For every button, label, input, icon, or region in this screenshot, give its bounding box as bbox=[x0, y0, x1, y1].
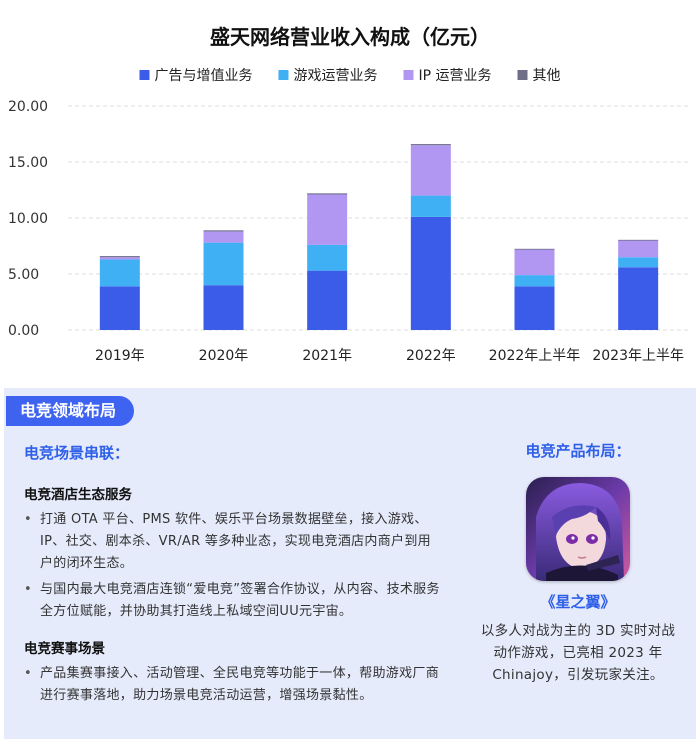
bar-segment bbox=[99, 259, 140, 287]
y-tick-label: 10.00 bbox=[8, 211, 48, 227]
revenue-chart: 盛天网络营业收入构成（亿元） 广告与增值业务 游戏运营业务 IP 运营业务 其他 0.… bbox=[8, 25, 690, 364]
x-tick-label: 2020年 bbox=[199, 348, 249, 364]
bar-segment bbox=[514, 286, 555, 330]
esports-scenarios: 电竞场景串联： 电竞酒店生态服务 打通 OTA 平台、PMS 软件、娱乐平台场景… bbox=[24, 442, 444, 711]
legend-label: 游戏运营业务 bbox=[293, 68, 377, 84]
products-title: 电竞产品布局： bbox=[525, 442, 631, 460]
y-tick-label: 0.00 bbox=[8, 323, 39, 339]
y-axis: 0.00 5.00 10.00 15.00 20.00 bbox=[8, 99, 48, 339]
bar-segment bbox=[203, 231, 244, 243]
bar-segment bbox=[307, 194, 348, 245]
legend-swatch bbox=[139, 70, 150, 80]
x-tick-label: 2022年 bbox=[406, 348, 456, 364]
esports-products: 电竞产品布局： bbox=[474, 440, 682, 686]
bullet-item: 与国内最大电竞酒店连锁“爱电竞”签署合作协议，从内容、技术服务全方位赋能，并协助… bbox=[24, 579, 444, 623]
y-tick-label: 20.00 bbox=[8, 99, 48, 115]
bar-segment bbox=[514, 275, 555, 287]
x-axis: 2019年 2020年 2021年 2022年 2022年上半年 2023年上半年 bbox=[95, 348, 684, 364]
legend-item: IP 运营业务 bbox=[403, 68, 492, 84]
bar-segment bbox=[410, 216, 451, 330]
bullet-item: 打通 OTA 平台、PMS 软件、娱乐平台场景数据壁垒，接入游戏、IP、社交、剧… bbox=[24, 509, 444, 575]
legend-swatch bbox=[517, 70, 528, 80]
legend-item: 游戏运营业务 bbox=[278, 68, 377, 84]
legend-label: 广告与增值业务 bbox=[154, 68, 252, 84]
game-icon bbox=[526, 477, 630, 581]
legend-swatch bbox=[403, 70, 414, 80]
bar-segment bbox=[307, 244, 348, 271]
bar-segment bbox=[203, 242, 244, 286]
y-tick-label: 5.00 bbox=[8, 267, 39, 283]
x-tick-label: 2021年 bbox=[302, 348, 352, 364]
section-title-hotel: 电竞酒店生态服务 bbox=[24, 487, 132, 503]
bar-segment bbox=[410, 195, 451, 217]
bar-segment bbox=[514, 248, 555, 250]
bar-segment bbox=[203, 230, 244, 232]
bar-segment bbox=[410, 144, 451, 146]
chart-bars bbox=[99, 144, 659, 330]
section-title-tournament: 电竞赛事场景 bbox=[24, 641, 105, 657]
scenarios-title: 电竞场景串联： bbox=[24, 444, 130, 462]
bar-segment bbox=[618, 240, 659, 258]
bar-segment bbox=[618, 267, 659, 330]
bar-segment bbox=[410, 145, 451, 196]
x-tick-label: 2022年上半年 bbox=[489, 348, 581, 364]
bar-segment bbox=[618, 239, 659, 241]
legend-item: 广告与增值业务 bbox=[139, 68, 252, 84]
bar-segment bbox=[99, 257, 140, 260]
bar-segment bbox=[99, 286, 140, 330]
chart-grid bbox=[68, 105, 690, 331]
y-tick-label: 15.00 bbox=[8, 155, 48, 171]
bar-segment bbox=[99, 256, 140, 258]
bullet-item: 产品集赛事接入、活动管理、全民电竞等功能于一体，帮助游戏厂商进行赛事落地，助力场… bbox=[24, 663, 444, 707]
chart-title: 盛天网络营业收入构成（亿元） bbox=[210, 25, 490, 49]
game-description: 以多人对战为主的 3D 实时对战动作游戏，已亮相 2023 年 Chinajoy… bbox=[480, 623, 676, 683]
bar-segment bbox=[307, 193, 348, 195]
legend-swatch bbox=[278, 70, 289, 80]
x-tick-label: 2019年 bbox=[95, 348, 145, 364]
bar-segment bbox=[307, 270, 348, 330]
legend-label: 其他 bbox=[533, 68, 561, 84]
chart-legend: 广告与增值业务 游戏运营业务 IP 运营业务 其他 bbox=[139, 68, 561, 84]
bar-segment bbox=[203, 285, 244, 330]
panel-badge: 电竞领域布局 bbox=[6, 396, 135, 426]
bar-segment bbox=[514, 249, 555, 276]
bar-segment bbox=[618, 257, 659, 268]
game-name: 《星之翼》 bbox=[540, 593, 616, 611]
legend-label: IP 运营业务 bbox=[418, 68, 491, 84]
x-tick-label: 2023年上半年 bbox=[592, 348, 684, 364]
legend-item: 其他 bbox=[517, 68, 561, 84]
